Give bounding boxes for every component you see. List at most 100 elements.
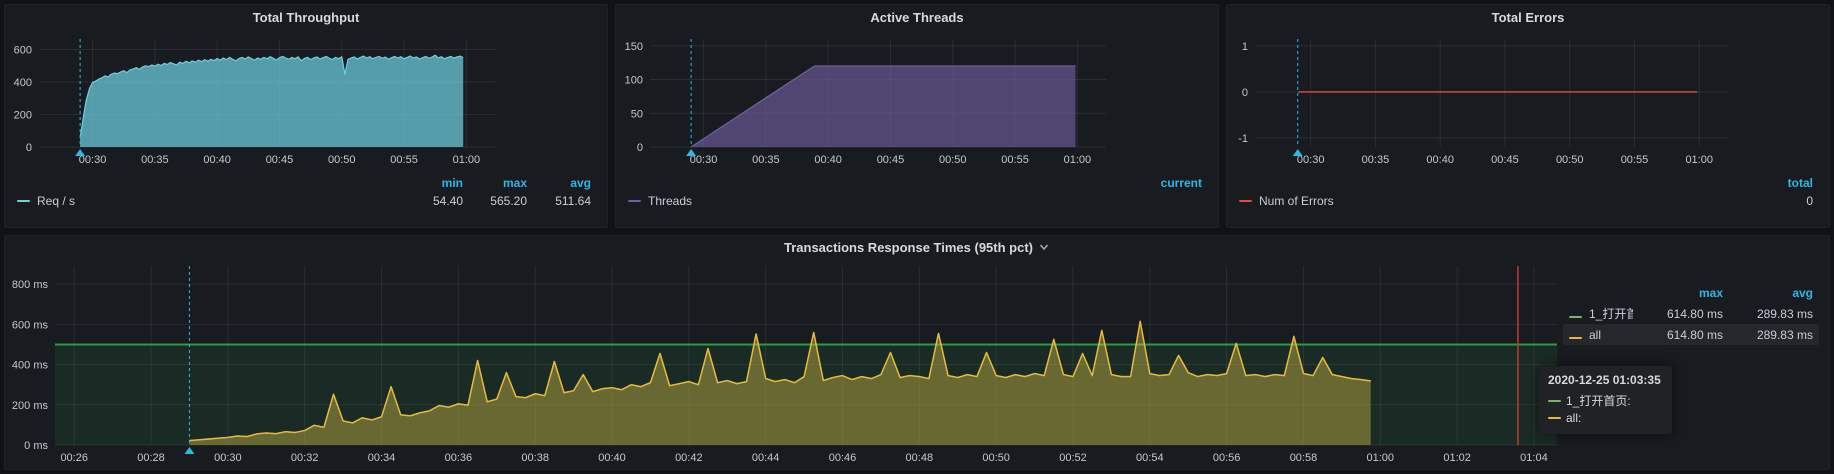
legend-row: Threads xyxy=(628,191,1202,211)
legend-series-name[interactable]: Req / s xyxy=(17,194,399,208)
top-panel-row: Total Throughput 00:30 00:35 00:40 00:45 00:… xyxy=(4,4,1830,228)
axis-tick-label: 1 xyxy=(1242,41,1248,53)
panel-title-total-errors[interactable]: Total Errors xyxy=(1227,5,1829,29)
shared-crosshair-tooltip: 2020-12-25 01:03:35 1_打开首页: all: xyxy=(1539,366,1672,434)
axis-tick-label: 00:32 xyxy=(291,452,319,464)
legend-stat-header-max[interactable]: max xyxy=(1698,285,1723,300)
tooltip-series-row: 1_打开首页: xyxy=(1548,392,1661,409)
threshold-region xyxy=(55,344,1557,445)
transactions-panel-body: 00:26 00:28 00:30 00:32 00:34 00:36 00:38 00:40… xyxy=(5,258,1829,469)
axis-tick-label: 00:50 xyxy=(982,452,1010,464)
threads-plot-area[interactable]: 00:30 00:35 00:40 00:45 00:50 00:55 01:00 0 50 10… xyxy=(616,29,1218,173)
axis-tick-label: 00:38 xyxy=(521,452,549,464)
total-errors-svg: 00:30 00:35 00:40 00:45 00:50 00:55 01:00 -1 0 1 xyxy=(1238,39,1729,166)
axis-tick-label: 100 xyxy=(625,75,643,87)
panel-title-active-threads[interactable]: Active Threads xyxy=(616,5,1218,29)
legend-stat-value: 511.64 xyxy=(555,194,591,208)
legend-series-name[interactable]: 1_打开首页 xyxy=(1589,307,1633,321)
axis-tick-label: 00:36 xyxy=(445,452,473,464)
axis-tick-label: 00:55 xyxy=(1001,154,1029,166)
axis-tick-label: 00:54 xyxy=(1136,452,1164,464)
legend-stat-value: 289.83 ms xyxy=(1756,327,1813,342)
axis-tick-label: 00:50 xyxy=(939,154,967,166)
axis-tick-label: 50 xyxy=(631,108,643,120)
threads-legend: current Threads xyxy=(616,173,1218,227)
axis-tick-label: 01:00 xyxy=(453,154,481,166)
series-color-swatch xyxy=(1548,416,1561,419)
panel-total-throughput: Total Throughput 00:30 00:35 00:40 00:45 00:… xyxy=(4,4,608,228)
legend-series-name[interactable]: all xyxy=(1589,327,1602,342)
axis-tick-label: -1 xyxy=(1238,133,1248,145)
axis-tick-label: 00:40 xyxy=(1426,154,1454,166)
legend-row: Req / s 54.40 565.20 511.64 xyxy=(17,191,591,211)
axis-tick-label: 00:55 xyxy=(390,154,418,166)
panel-title-text: Total Throughput xyxy=(252,9,360,25)
legend-header-row: current xyxy=(628,175,1202,191)
tooltip-timestamp: 2020-12-25 01:03:35 xyxy=(1548,373,1661,387)
annotation-marker-icon[interactable] xyxy=(686,149,697,156)
axis-tick-label: 0 ms xyxy=(24,440,48,452)
axis-tick-label: 400 xyxy=(14,77,32,89)
axis-tick-label: 00:55 xyxy=(1621,154,1649,166)
series-color-swatch xyxy=(1569,315,1582,318)
series-area xyxy=(691,66,1076,147)
axis-tick-label: 00:45 xyxy=(1491,154,1519,166)
legend-stat-value: 614.80 ms xyxy=(1666,327,1723,342)
legend-row: Num of Errors 0 xyxy=(1239,191,1813,211)
axis-tick-label: 01:00 xyxy=(1367,452,1395,464)
axis-tick-label: 01:04 xyxy=(1520,452,1548,464)
legend-stat-value: 614.80 ms xyxy=(1666,306,1723,321)
axis-tick-label: 00:48 xyxy=(906,452,934,464)
panel-title-total-throughput[interactable]: Total Throughput xyxy=(5,5,607,29)
axis-tick-label: 00:50 xyxy=(1556,154,1584,166)
annotation-marker-icon[interactable] xyxy=(1292,149,1303,156)
legend-stat-header-max[interactable]: max xyxy=(502,176,527,190)
legend-header-row: max avg xyxy=(1563,282,1819,303)
legend-stat-header-min[interactable]: min xyxy=(441,176,463,190)
legend-stat-header-avg[interactable]: avg xyxy=(1792,285,1813,300)
axis-tick-label: 00:45 xyxy=(266,154,294,166)
series-color-swatch xyxy=(17,200,30,202)
legend-stat-header-current[interactable]: current xyxy=(1160,176,1202,190)
throughput-plot-area[interactable]: 00:30 00:35 00:40 00:45 00:50 00:55 01:00 0 200 4… xyxy=(5,29,607,173)
legend-stat-value: 289.83 ms xyxy=(1756,306,1813,321)
axis-tick-label: 600 xyxy=(14,45,32,57)
errors-plot-area[interactable]: 00:30 00:35 00:40 00:45 00:50 00:55 01:00 -1 0 1 xyxy=(1227,29,1829,173)
axis-tick-label: 01:02 xyxy=(1443,452,1471,464)
axis-tick-label: 00:42 xyxy=(675,452,703,464)
axis-tick-label: 00:30 xyxy=(1297,154,1325,166)
panel-title-transactions[interactable]: Transactions Response Times (95th pct) xyxy=(5,236,1829,258)
legend-stat-value: 0 xyxy=(1806,194,1813,208)
series-area xyxy=(189,321,1371,445)
axis-tick-label: 00:56 xyxy=(1213,452,1241,464)
axis-tick-label: 00:35 xyxy=(752,154,780,166)
axis-tick-label: 00:58 xyxy=(1290,452,1318,464)
series-color-swatch xyxy=(1548,399,1561,402)
axis-tick-label: 00:45 xyxy=(877,154,905,166)
legend-series-name[interactable]: Num of Errors xyxy=(1239,194,1749,208)
axis-tick-label: 200 ms xyxy=(12,400,49,412)
legend-stat-header-total[interactable]: total xyxy=(1787,176,1813,190)
axis-tick-label: 00:35 xyxy=(141,154,169,166)
legend-header-row: min max avg xyxy=(17,175,591,191)
transactions-plot-area[interactable]: 00:26 00:28 00:30 00:32 00:34 00:36 00:38 00:40… xyxy=(5,258,1563,469)
axis-tick-label: 00:40 xyxy=(598,452,626,464)
tooltip-series-row: all: xyxy=(1548,409,1661,426)
axis-tick-label: 00:35 xyxy=(1362,154,1390,166)
axis-tick-label: 00:34 xyxy=(368,452,396,464)
axis-tick-label: 00:46 xyxy=(829,452,857,464)
legend-series-name[interactable]: Threads xyxy=(628,194,1138,208)
legend-stat-header-avg[interactable]: avg xyxy=(570,176,591,190)
axis-tick-label: 0 xyxy=(637,142,643,154)
axis-tick-label: 800 ms xyxy=(12,279,49,291)
axis-tick-label: 00:40 xyxy=(203,154,231,166)
axis-tick-label: 00:52 xyxy=(1059,452,1087,464)
series-line xyxy=(690,65,1076,148)
legend-row: all 614.80 ms 289.83 ms xyxy=(1563,324,1819,345)
axis-tick-label: 600 ms xyxy=(12,319,49,331)
annotation-marker-icon[interactable] xyxy=(184,447,195,454)
panel-transactions-response-times: Transactions Response Times (95th pct) 0… xyxy=(4,235,1830,470)
panel-active-threads: Active Threads 00:30 00:35 00:40 00:45 00:50… xyxy=(615,4,1219,228)
annotation-marker-icon[interactable] xyxy=(75,149,86,156)
